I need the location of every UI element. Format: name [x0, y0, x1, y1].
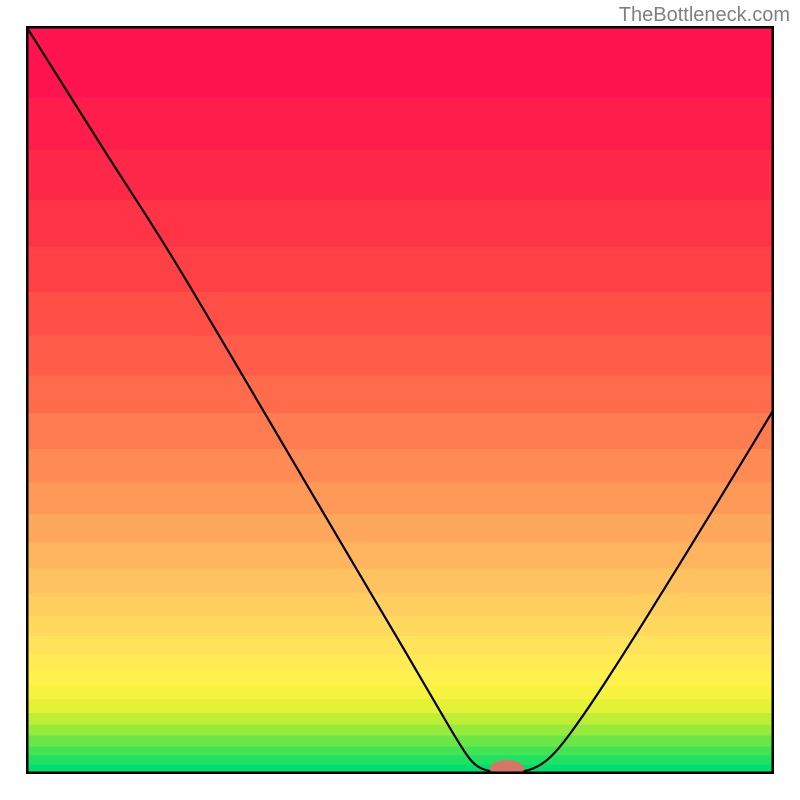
chart-frame: TheBottleneck.com — [0, 0, 800, 800]
gradient-background — [26, 26, 774, 774]
plot-svg — [26, 26, 774, 774]
plot-area — [26, 26, 774, 774]
watermark-label: TheBottleneck.com — [619, 4, 790, 27]
